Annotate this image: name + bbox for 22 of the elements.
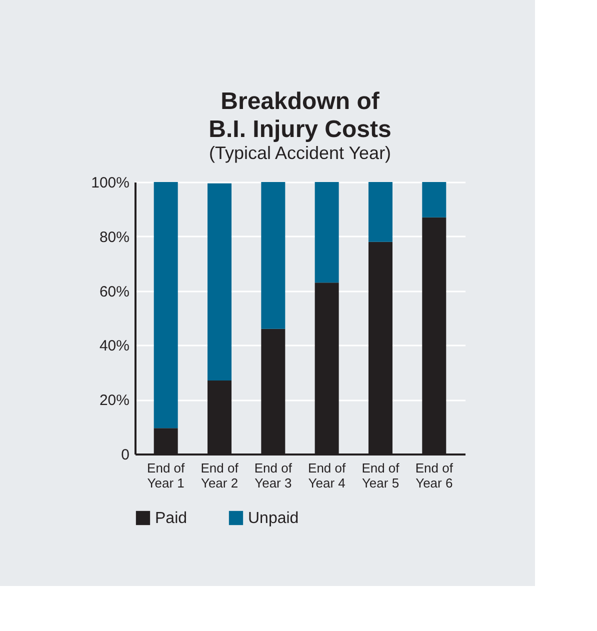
x-tick-label: End of Year 3 [254, 460, 292, 490]
bar [314, 182, 339, 283]
x-tick-label: End of Year 5 [362, 460, 400, 490]
x-tick-label: End of Year 2 [200, 460, 239, 490]
x-tick-label: End of Year 6 [415, 460, 454, 490]
chart-subtitle: (Typical Accident Year) [208, 143, 392, 163]
y-tick-label: 40% [99, 338, 130, 355]
y-tick-label: 80% [99, 228, 130, 246]
legend-label: Paid [155, 510, 188, 527]
bar [368, 182, 392, 242]
y-tick-label: 0 [121, 446, 130, 464]
x-tick-label: End of Year 4 [308, 460, 346, 490]
y-tick-label: 100% [91, 174, 130, 192]
bar [154, 182, 178, 428]
bar [422, 182, 446, 218]
y-tick-label: 20% [99, 392, 130, 410]
y-tick-label: 60% [99, 283, 130, 300]
bar [208, 183, 232, 381]
x-tick-label: End of Year 1 [147, 460, 186, 490]
legend-label: Unpaid [248, 510, 299, 527]
bar [261, 182, 286, 329]
chart-title: Breakdown of B.I. Injury Costs [208, 88, 392, 143]
